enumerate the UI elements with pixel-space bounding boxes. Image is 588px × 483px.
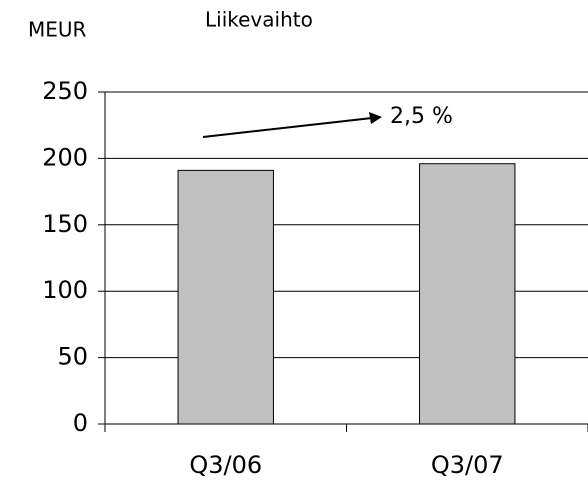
y-axis-label: MEUR bbox=[28, 18, 87, 42]
y-tick-label: 0 bbox=[73, 409, 88, 437]
y-tick-label: 200 bbox=[42, 143, 88, 171]
bar bbox=[177, 169, 274, 425]
annotation: 2,5 % bbox=[390, 104, 453, 129]
y-tick-label: 50 bbox=[57, 343, 88, 371]
x-tick-label: Q3/07 bbox=[431, 451, 504, 479]
y-tick-label: 250 bbox=[42, 77, 88, 105]
x-tick-label: Q3/06 bbox=[189, 451, 262, 479]
y-tick-label: 100 bbox=[42, 276, 88, 304]
y-tick-label: 150 bbox=[42, 210, 88, 238]
annotation-arrow bbox=[202, 117, 373, 138]
chart-title: Liikevaihto bbox=[205, 8, 313, 32]
annotation-arrowhead bbox=[369, 112, 382, 124]
bar bbox=[419, 163, 516, 425]
